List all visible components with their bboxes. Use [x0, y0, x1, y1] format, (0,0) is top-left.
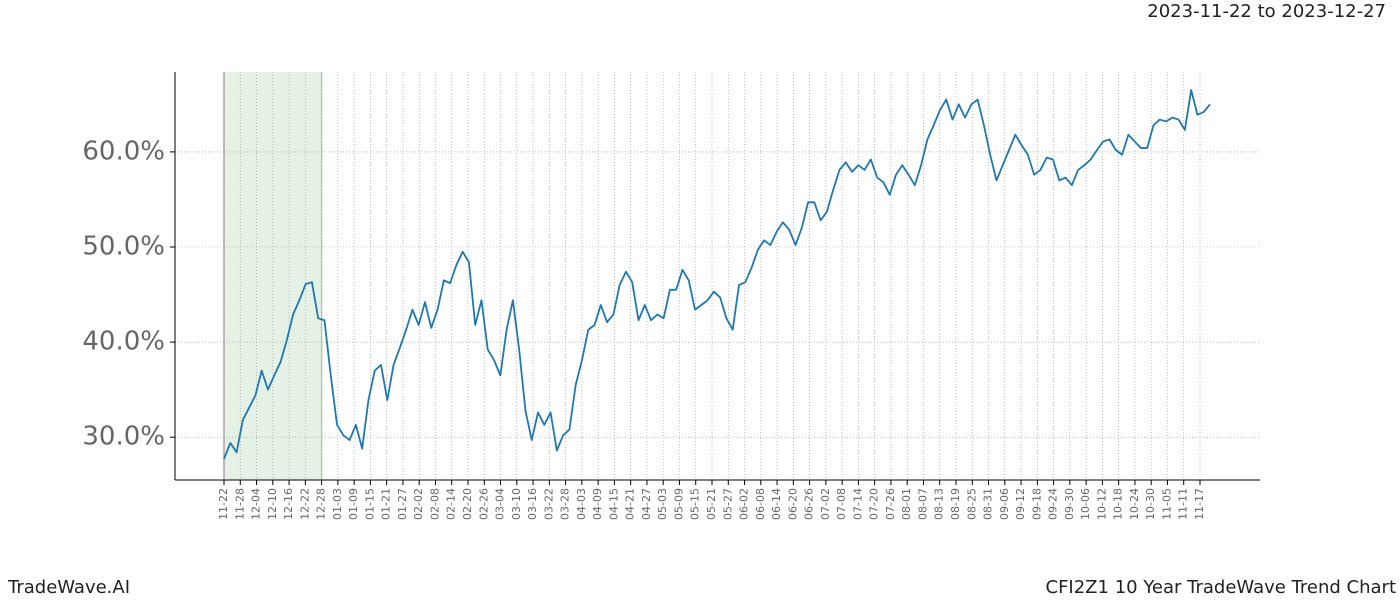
footer-right: CFI2Z1 10 Year TradeWave Trend Chart — [1046, 577, 1397, 598]
y-tick-label: 60.0% — [82, 136, 165, 166]
x-tick-label: 12-28 — [315, 488, 328, 520]
x-tick-label: 11-05 — [1160, 488, 1173, 520]
x-tick-label: 04-27 — [640, 488, 653, 520]
x-tick-label: 12-04 — [250, 488, 263, 520]
x-tick-label: 09-30 — [1063, 488, 1076, 520]
x-tick-label: 06-08 — [754, 488, 767, 520]
x-tick-label: 10-18 — [1112, 488, 1125, 520]
x-tick-label: 08-07 — [916, 488, 929, 520]
x-tick-label: 02-26 — [477, 488, 490, 520]
x-tick-label: 01-15 — [363, 488, 376, 520]
x-tick-label: 07-08 — [835, 488, 848, 520]
footer-left: TradeWave.AI — [7, 577, 130, 598]
x-tick-label: 02-08 — [428, 488, 441, 520]
x-tick-label: 04-15 — [607, 488, 620, 520]
x-tick-label: 11-22 — [217, 488, 230, 520]
x-tick-label: 06-26 — [803, 488, 816, 520]
x-tick-label: 02-02 — [412, 488, 425, 520]
x-tick-label: 04-09 — [591, 488, 604, 520]
x-tick-label: 07-20 — [868, 488, 881, 520]
x-tick-label: 01-21 — [380, 488, 393, 520]
x-tick-label: 07-14 — [851, 488, 864, 520]
x-tick-label: 05-27 — [721, 488, 734, 520]
x-tick-label: 12-16 — [282, 488, 295, 520]
x-tick-label: 01-09 — [347, 488, 360, 520]
x-tick-label: 10-24 — [1128, 488, 1141, 520]
x-tick-label: 08-01 — [900, 488, 913, 520]
x-tick-label: 11-11 — [1177, 488, 1190, 520]
x-tick-label: 06-02 — [738, 488, 751, 520]
price-line — [223, 89, 1211, 460]
x-tick-label: 03-22 — [542, 488, 555, 520]
x-tick-label: 10-06 — [1079, 488, 1092, 520]
x-tick-label: 09-06 — [998, 488, 1011, 520]
x-tick-label: 08-13 — [933, 488, 946, 520]
y-tick-label: 40.0% — [82, 327, 165, 357]
x-tick-label: 03-10 — [510, 488, 523, 520]
x-tick-label: 07-26 — [884, 488, 897, 520]
x-tick-label: 10-30 — [1144, 488, 1157, 520]
y-tick-label: 30.0% — [82, 422, 165, 452]
x-tick-label: 05-09 — [672, 488, 685, 520]
x-tick-label: 08-31 — [982, 488, 995, 520]
x-tick-label: 11-28 — [233, 488, 246, 520]
x-tick-label: 01-27 — [396, 488, 409, 520]
x-tick-label: 09-24 — [1047, 488, 1060, 520]
x-tick-label: 02-14 — [445, 488, 458, 520]
x-tick-label: 05-15 — [689, 488, 702, 520]
x-tick-label: 01-03 — [331, 488, 344, 520]
x-tick-label: 09-12 — [1014, 488, 1027, 520]
x-tick-label: 04-21 — [624, 488, 637, 520]
x-tick-label: 05-21 — [705, 488, 718, 520]
x-tick-label: 03-28 — [559, 488, 572, 520]
x-tick-label: 12-22 — [298, 488, 311, 520]
x-tick-label: 05-03 — [656, 488, 669, 520]
x-tick-label: 06-14 — [770, 488, 783, 520]
x-tick-label: 03-16 — [526, 488, 539, 520]
x-tick-label: 07-02 — [819, 488, 832, 520]
x-tick-label: 02-20 — [461, 488, 474, 520]
subtitle: 2023-11-22 to 2023-12-27 — [1147, 1, 1386, 22]
x-tick-label: 12-10 — [266, 488, 279, 520]
x-tick-label: 08-25 — [965, 488, 978, 520]
x-tick-label: 04-03 — [575, 488, 588, 520]
x-tick-label: 10-12 — [1095, 488, 1108, 520]
y-tick-label: 50.0% — [82, 231, 165, 261]
x-tick-label: 08-19 — [949, 488, 962, 520]
x-tick-label: 03-04 — [494, 488, 507, 520]
x-tick-label: 11-17 — [1193, 488, 1206, 520]
x-tick-label: 09-18 — [1030, 488, 1043, 520]
x-tick-label: 06-20 — [786, 488, 799, 520]
